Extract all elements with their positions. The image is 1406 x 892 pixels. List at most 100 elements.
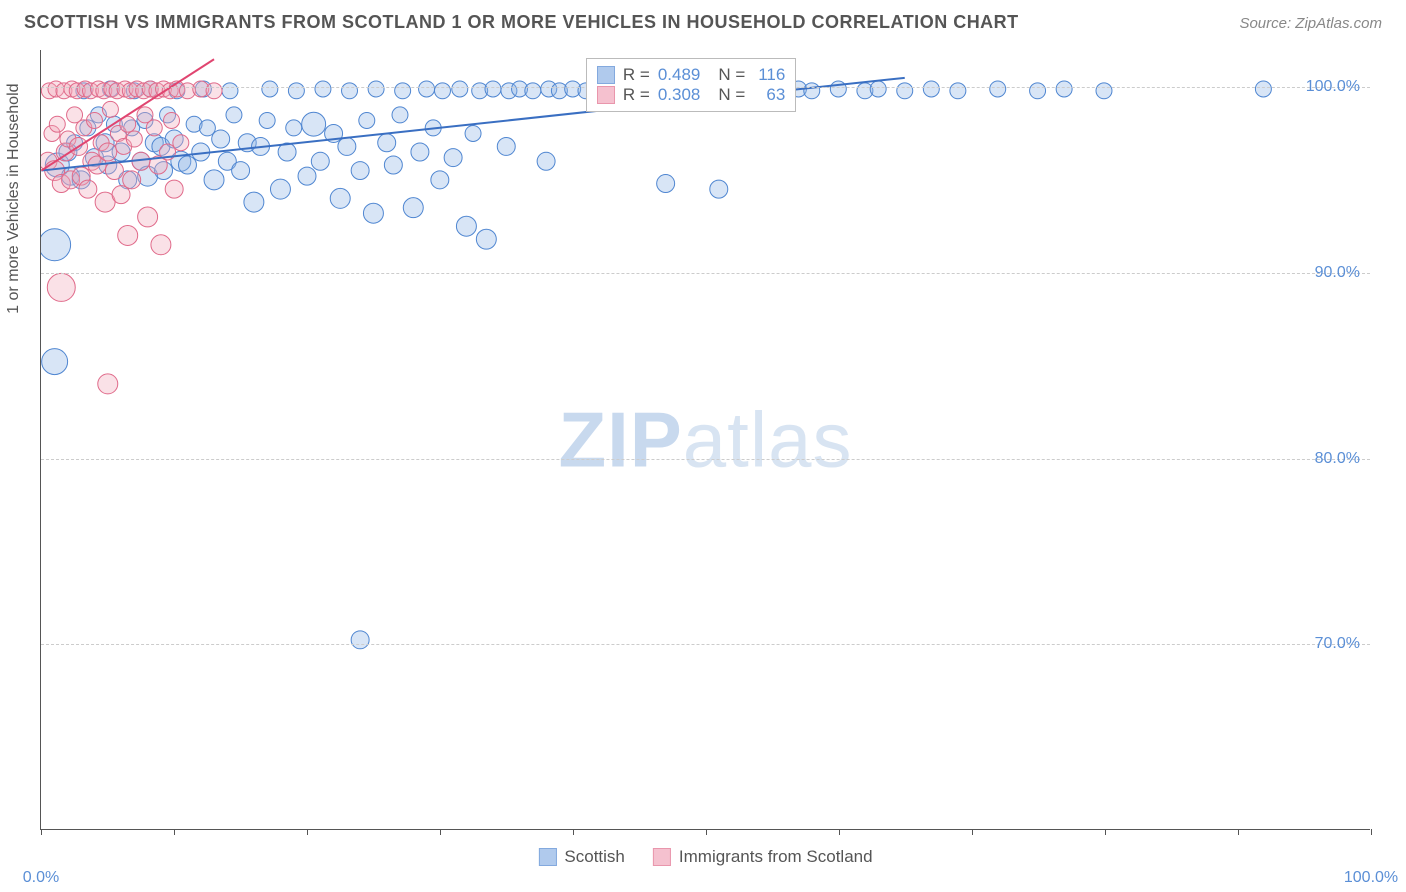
scatter-point <box>85 149 103 167</box>
stats-r-value: 0.489 <box>658 65 701 85</box>
plot-container: ZIPatlas 70.0%80.0%90.0%100.0%0.0%100.0%… <box>40 50 1370 830</box>
scatter-point <box>146 120 162 136</box>
scatter-point <box>86 112 102 128</box>
gridline-h <box>41 644 1370 645</box>
scatter-point <box>102 101 118 117</box>
stats-legend: R = 0.489 N = 116 R = 0.308 N = 63 <box>586 58 796 112</box>
scatter-point <box>1056 81 1072 97</box>
scatter-point <box>403 198 423 218</box>
scatter-point <box>155 162 173 180</box>
scatter-point <box>76 120 92 136</box>
scatter-point <box>232 162 250 180</box>
scatter-point <box>193 81 209 97</box>
scatter-point <box>368 81 384 97</box>
scatter-point <box>551 83 567 99</box>
scatter-point <box>857 83 873 99</box>
scatter-point <box>165 180 183 198</box>
scatter-point <box>145 134 163 152</box>
scatter-point <box>990 81 1006 97</box>
scatter-point <box>444 149 462 167</box>
scatter-point <box>1096 83 1112 99</box>
scatter-point <box>419 81 435 97</box>
scatter-point <box>830 81 846 97</box>
scatter-point <box>44 125 60 141</box>
scatter-point <box>897 83 913 99</box>
scatter-point <box>476 229 496 249</box>
stats-legend-row: R = 0.489 N = 116 <box>597 65 785 85</box>
scatter-point <box>165 130 183 148</box>
scatter-point <box>80 120 96 136</box>
y-tick-label: 90.0% <box>1315 264 1360 282</box>
scatter-point <box>452 81 468 97</box>
scatter-point <box>465 125 481 141</box>
scatter-point <box>870 81 886 97</box>
scatter-point <box>1255 81 1271 97</box>
scatter-point <box>98 374 118 394</box>
scatter-point <box>42 349 68 375</box>
gridline-h <box>41 273 1370 274</box>
stats-n-value: 116 <box>753 65 785 85</box>
scatter-point <box>226 107 242 123</box>
legend-label: Immigrants from Scotland <box>679 847 873 867</box>
scatter-point <box>138 207 158 227</box>
scatter-point <box>123 171 141 189</box>
scatter-point <box>106 116 122 132</box>
scatter-point <box>117 81 133 97</box>
chart-source: Source: ZipAtlas.com <box>1239 15 1382 32</box>
scatter-point <box>62 171 80 189</box>
scatter-point <box>270 179 290 199</box>
scatter-point <box>48 81 64 97</box>
scatter-point <box>152 137 170 155</box>
scatter-point <box>96 83 112 99</box>
scatter-point <box>363 203 383 223</box>
scatter-point <box>206 83 222 99</box>
scatter-point <box>142 81 158 97</box>
stats-legend-row: R = 0.308 N = 63 <box>597 85 785 105</box>
x-tick-label: 0.0% <box>23 869 59 887</box>
legend-item: Scottish <box>538 847 624 867</box>
scatter-point <box>330 188 350 208</box>
scatter-point <box>204 170 224 190</box>
scatter-point <box>105 162 123 180</box>
scatter-point <box>286 120 302 136</box>
scatter-point <box>112 186 130 204</box>
scatter-point <box>252 137 270 155</box>
scatter-point <box>69 83 85 99</box>
legend-item: Immigrants from Scotland <box>653 847 873 867</box>
scatter-point <box>79 180 97 198</box>
scatter-point <box>171 151 191 171</box>
scatter-point <box>485 81 501 97</box>
legend-swatch <box>653 848 671 866</box>
scatter-point <box>351 162 369 180</box>
x-tick <box>573 829 574 835</box>
legend-label: Scottish <box>564 847 624 867</box>
scatter-point <box>156 81 172 97</box>
scatter-point <box>541 81 557 97</box>
stats-n-value: 63 <box>753 85 785 105</box>
scatter-point <box>195 81 211 97</box>
x-tick <box>706 829 707 835</box>
scatter-point <box>238 134 256 152</box>
scatter-point <box>110 125 126 141</box>
scatter-point <box>525 83 541 99</box>
scatter-point <box>169 81 185 97</box>
chart-title: SCOTTISH VS IMMIGRANTS FROM SCOTLAND 1 O… <box>24 12 1019 33</box>
x-tick <box>1371 829 1372 835</box>
scatter-point <box>160 107 176 123</box>
stats-n-label: N = <box>718 85 745 105</box>
scatter-point <box>411 143 429 161</box>
stats-n-label: N = <box>718 65 745 85</box>
scatter-point <box>311 152 329 170</box>
scatter-point <box>129 81 145 97</box>
scatter-point <box>259 112 275 128</box>
scatter-point <box>136 83 152 99</box>
scatter-point <box>49 116 65 132</box>
scatter-point <box>804 83 820 99</box>
scatter-point <box>218 152 236 170</box>
scatter-point <box>222 83 238 99</box>
scatter-point <box>41 83 57 99</box>
chart-header: SCOTTISH VS IMMIGRANTS FROM SCOTLAND 1 O… <box>24 12 1382 33</box>
scatter-point <box>497 137 515 155</box>
legend-swatch <box>597 86 615 104</box>
gridline-h <box>41 459 1370 460</box>
